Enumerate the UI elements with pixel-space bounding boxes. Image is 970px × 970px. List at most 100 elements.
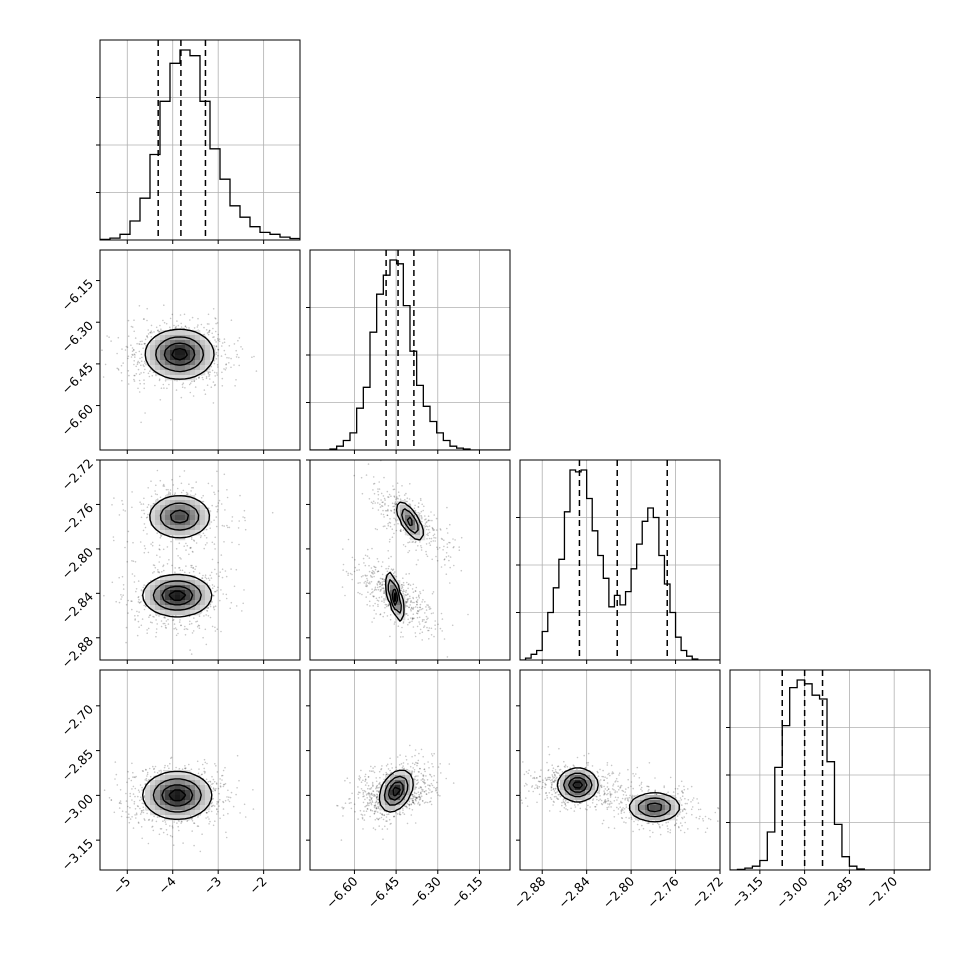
scatter-point [373,565,375,568]
scatter-point [206,582,208,584]
scatter-point [185,628,187,630]
scatter-point [378,825,380,827]
scatter-point [435,529,438,531]
scatter-point [103,789,106,791]
scatter-point [148,614,151,617]
scatter-point [403,590,405,593]
scatter-point [436,792,438,794]
scatter-point [382,578,384,580]
scatter-point [425,553,428,556]
scatter-point [368,799,371,801]
scatter-point [411,799,414,802]
scatter-point [223,783,226,786]
scatter-point [370,765,372,768]
scatter-point [211,558,214,561]
scatter-point [166,563,169,565]
histogram-step [100,49,300,240]
density-cell [200,365,206,371]
scatter-point [370,803,373,806]
scatter-point [213,595,215,597]
scatter-point [411,809,414,811]
scatter-point [178,829,180,832]
panel-frame [99,39,301,241]
scatter-point [384,525,386,527]
scatter-point [429,607,432,610]
scatter-point [375,790,378,792]
scatter-point [374,794,376,796]
scatter-point [143,497,145,500]
scatter-point [416,782,419,785]
scatter-point [373,617,375,619]
scatter-point [363,582,365,584]
scatter-point [223,541,225,543]
density-cell [200,505,206,511]
density-cell [155,340,161,346]
scatter-point [370,575,372,578]
histogram-step [730,679,930,870]
scatter-point [108,797,111,799]
scatter-point [215,341,217,343]
scatter-point [172,484,175,486]
scatter-point [211,775,213,778]
scatter-point [431,755,434,757]
scatter-point [181,383,184,386]
scatter-point [376,794,379,796]
scatter-point [185,565,187,567]
density-cell [170,365,176,371]
density-cell [170,515,176,521]
scatter-point [412,608,414,610]
scatter-point [220,503,223,505]
scatter-point [158,378,161,380]
scatter-point [431,526,434,529]
density-cell [175,495,181,501]
scatter-point [219,599,221,602]
scatter-point [162,485,164,487]
scatter-point [446,506,448,509]
scatter-point [424,601,426,603]
density-cell [185,340,191,346]
scatter-point [389,614,392,616]
scatter-point [173,623,176,625]
scatter-point [136,610,138,613]
scatter-point [428,531,431,534]
scatter-point [428,525,431,527]
scatter-point [364,780,366,783]
contour-line [391,516,413,606]
scatter-point [402,577,404,579]
scatter-point [243,516,246,519]
density-panel-3-2 [306,459,511,664]
scatter-point [391,767,393,769]
scatter-point [393,508,396,511]
density-cell [190,500,196,506]
scatter-point [420,748,423,751]
scatter-point [157,329,159,331]
scatter-point [188,623,191,625]
scatter-point [162,319,164,322]
scatter-point [218,340,221,343]
scatter-point [148,375,151,378]
scatter-point [434,537,437,539]
scatter-point [422,589,424,592]
scatter-point [375,786,378,789]
scatter-point [385,603,388,606]
scatter-point [420,549,423,551]
scatter-point [127,355,130,358]
scatter-point [207,331,210,333]
scatter-point [164,624,167,627]
scatter-point [159,536,162,539]
scatter-point [147,487,149,489]
scatter-point [432,540,435,542]
scatter-point [177,632,179,635]
scatter-point [114,778,116,780]
scatter-point [134,776,136,779]
scatter-point [159,399,162,401]
scatter-point [416,603,418,606]
density-cell [180,345,186,351]
scatter-point [412,583,415,586]
scatter-point [205,811,208,814]
scatter-point [422,755,424,758]
scatter-point [403,494,406,496]
density-cell [170,340,176,346]
scatter-point [379,613,381,616]
